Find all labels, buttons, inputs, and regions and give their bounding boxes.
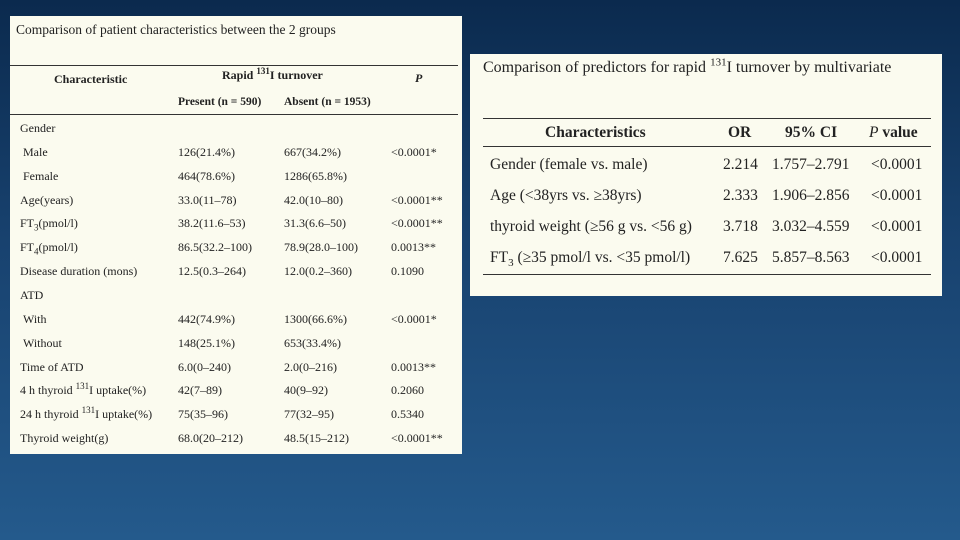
header-absent: Absent (n = 1953) [284, 96, 371, 108]
table-row: Male 126(21.4%) 667(34.2%) <0.0001* [23, 145, 437, 159]
table-row: With 442(74.9%) 1300(66.6%) <0.0001* [23, 312, 437, 326]
table-row: Gender (female vs. male) 2.214 1.757–2.7… [490, 156, 923, 173]
header-or: OR [728, 124, 752, 141]
header-characteristic: Characteristic [54, 72, 128, 86]
multivariate-predictors-panel: Comparison of predictors for rapid 131I … [470, 54, 942, 296]
header-ci: 95% CI [785, 124, 838, 141]
table-row: Without 148(25.1%) 653(33.4%) [23, 336, 341, 350]
right-top-rule [483, 118, 931, 119]
table-row: thyroid weight (≥56 g vs. <56 g) 3.718 3… [490, 218, 923, 235]
table-row: FT3 (≥35 pmol/l vs. <35 pmol/l) 7.625 5.… [490, 249, 923, 270]
table-row: Disease duration (mons) 12.5(0.3–264) 12… [20, 264, 424, 278]
header-present: Present (n = 590) [178, 96, 262, 108]
header-characteristics: Characteristics [545, 124, 646, 141]
table-row: Thyroid weight(g) 68.0(20–212) 48.5(15–2… [20, 431, 443, 445]
table-row: Time of ATD 6.0(0–240) 2.0(0–216) 0.0013… [20, 360, 436, 374]
table-row: Age (<38yrs vs. ≥38yrs) 2.333 1.906–2.85… [490, 187, 923, 204]
header-p: P [415, 71, 423, 85]
right-table-title: Comparison of predictors for rapid 131I … [483, 56, 892, 76]
header-rule [10, 114, 458, 115]
left-table-title: Comparison of patient characteristics be… [16, 22, 336, 37]
table-row: 24 h thyroid 131I uptake(%) 75(35–96) 77… [20, 405, 424, 422]
table-row: FT3(pmol/l) 38.2(11.6–53) 31.3(6.6–50) <… [20, 216, 443, 233]
right-header-rule [483, 146, 931, 147]
table-row: Female 464(78.6%) 1286(65.8%) [23, 169, 347, 183]
table-row: Age(years) 33.0(11–78) 42.0(10–80) <0.00… [20, 193, 443, 207]
header-p-value: P value [869, 124, 918, 141]
right-bottom-rule [483, 274, 931, 275]
table-row: 4 h thyroid 131I uptake(%) 42(7–89) 40(9… [20, 381, 424, 398]
table-row: ATD [20, 288, 44, 302]
table-row: Gender [20, 121, 56, 135]
header-rapid-turnover: Rapid 131I turnover [222, 66, 323, 83]
patient-characteristics-panel: Comparison of patient characteristics be… [10, 16, 462, 454]
table-row: FT4(pmol/l) 86.5(32.2–100) 78.9(28.0–100… [20, 240, 436, 257]
top-rule [10, 65, 458, 66]
